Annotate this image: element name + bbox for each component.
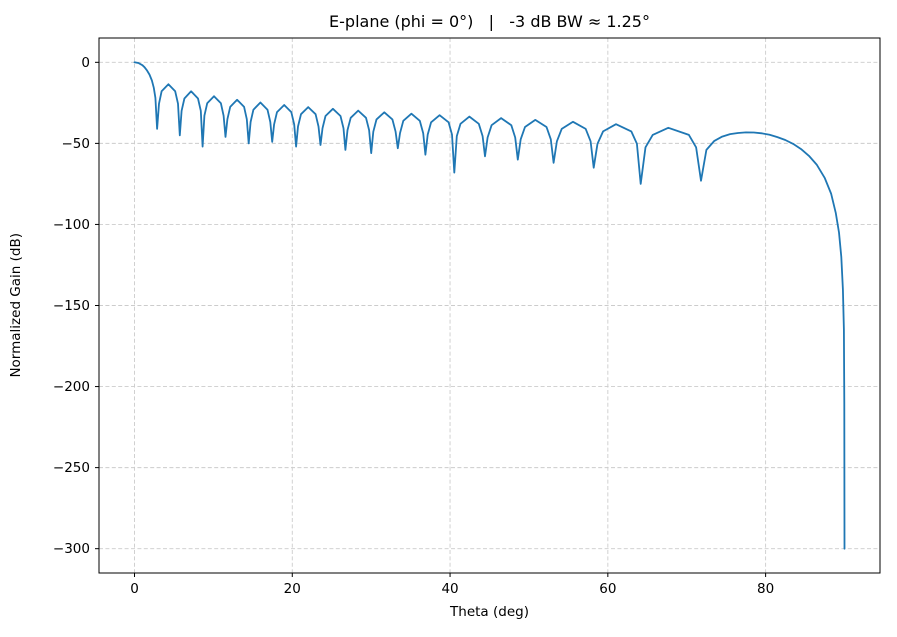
x-tick-label: 80 xyxy=(757,581,774,597)
y-tick-label: −300 xyxy=(53,541,90,557)
y-axis-label: Normalized Gain (dB) xyxy=(8,233,24,378)
gain-curve xyxy=(133,61,846,550)
x-tick-label: 40 xyxy=(441,581,458,597)
y-tick-label: −50 xyxy=(62,136,91,152)
y-tick-label: −150 xyxy=(53,298,90,314)
y-tick-label: −250 xyxy=(53,460,90,476)
y-axis-label-container: Normalized Gain (dB) xyxy=(2,38,30,573)
y-tick-label: −100 xyxy=(53,217,90,233)
x-tick-label: 20 xyxy=(284,581,301,597)
y-tick-label: 0 xyxy=(81,55,90,71)
x-tick-label: 60 xyxy=(599,581,616,597)
chart-title: E-plane (phi = 0°) | -3 dB BW ≈ 1.25° xyxy=(329,12,650,31)
x-tick-label: 0 xyxy=(130,581,139,597)
y-tick-label: −200 xyxy=(53,379,90,395)
x-axis-label: Theta (deg) xyxy=(450,604,529,620)
